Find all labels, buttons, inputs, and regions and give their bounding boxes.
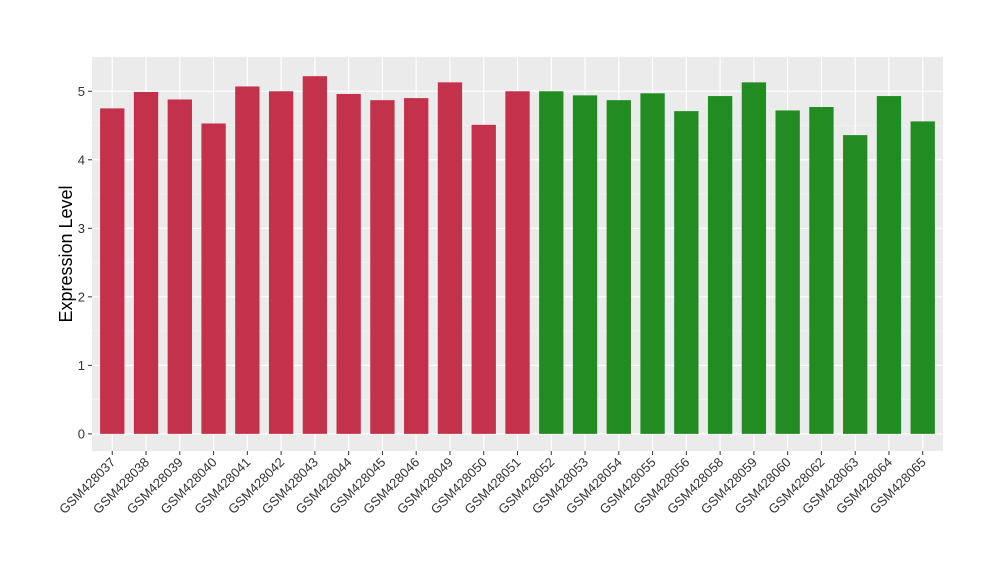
bar-GSM428056 (674, 111, 699, 434)
bar-GSM428053 (572, 95, 598, 434)
bar-GSM428065 (910, 121, 935, 434)
bar-GSM428059 (741, 82, 767, 434)
bar-GSM428049 (437, 82, 463, 434)
y-axis-label: Expression Level (56, 185, 76, 322)
y-tick-label: 0 (78, 426, 85, 441)
bar-GSM428045 (370, 100, 395, 434)
bar-GSM428055 (640, 93, 665, 434)
bar-GSM428058 (707, 96, 733, 434)
bar-GSM428060 (775, 110, 800, 434)
y-tick-label: 2 (78, 289, 85, 304)
bar-GSM428039 (167, 99, 192, 434)
bar-GSM428043 (302, 76, 328, 434)
bar-GSM428046 (404, 98, 429, 434)
y-tick-label: 1 (78, 358, 85, 373)
bar-GSM428042 (268, 91, 294, 434)
bar-GSM428051 (505, 91, 530, 434)
bar-GSM428037 (100, 108, 125, 434)
bar-GSM428052 (539, 91, 564, 434)
y-tick-label: 5 (78, 84, 85, 99)
bar-GSM428054 (606, 100, 631, 434)
y-tick-label: 4 (78, 152, 85, 167)
bars (100, 76, 935, 434)
x-axis-ticks: GSM428037GSM428038GSM428039GSM428040GSM4… (56, 451, 929, 517)
bar-GSM428050 (471, 124, 496, 434)
y-axis-ticks: 0 1 2 3 4 5 (78, 84, 92, 441)
bar-GSM428062 (809, 107, 834, 434)
bar-GSM428044 (336, 94, 361, 434)
bar-GSM428063 (843, 135, 868, 434)
bar-GSM428064 (876, 96, 902, 434)
y-tick-label: 3 (78, 221, 85, 236)
bar-GSM428038 (133, 91, 159, 434)
bar-GSM428040 (201, 123, 226, 434)
bar-GSM428041 (235, 86, 260, 434)
